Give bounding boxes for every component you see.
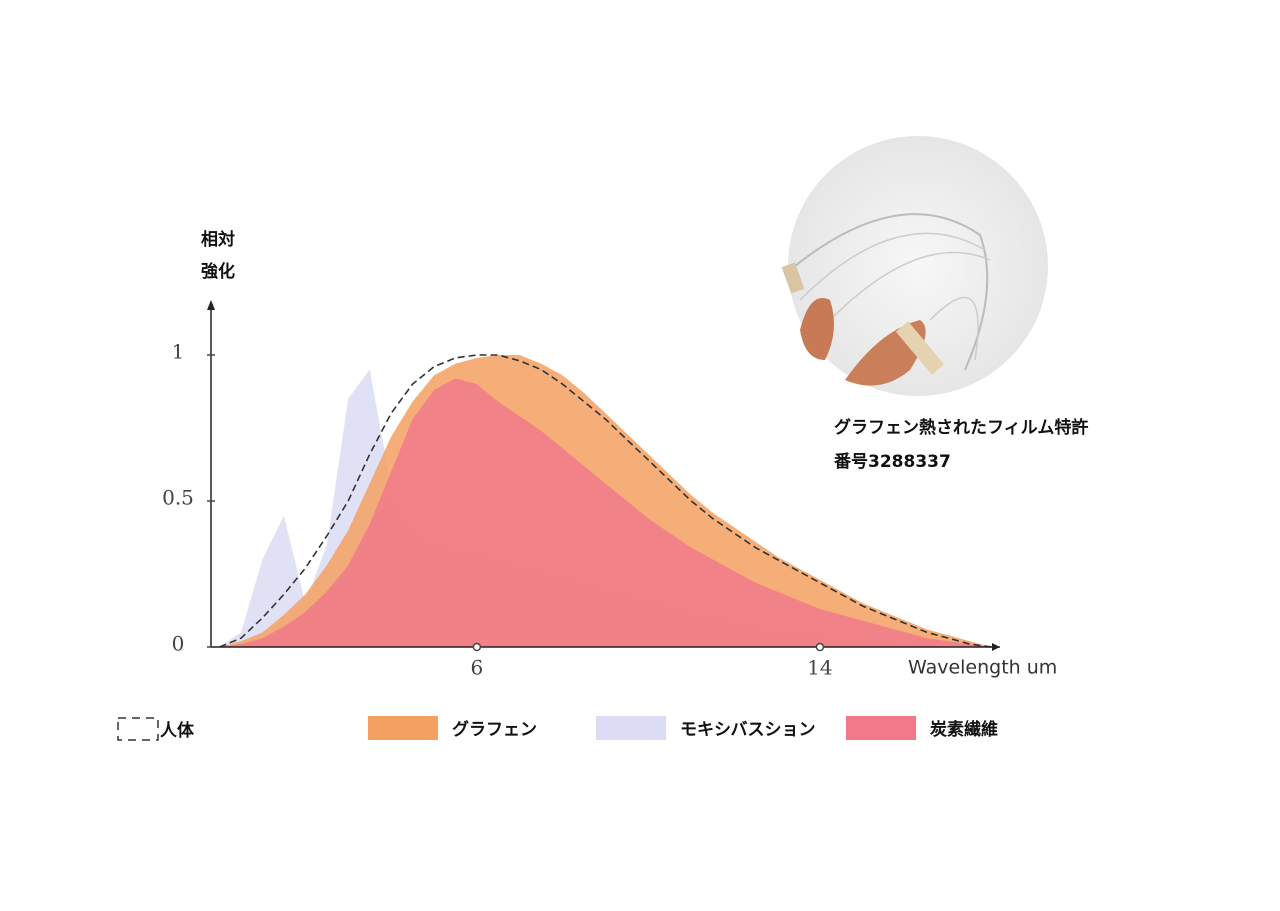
- annotation: グラフェン熱されたフィルム特許: [834, 417, 1088, 438]
- legend-label: 人体: [160, 720, 195, 741]
- legend-label: 炭素繊維: [930, 719, 998, 740]
- legend-label: グラフェン: [452, 719, 537, 740]
- legend-swatch: [846, 716, 916, 740]
- y-tick-label: 1: [172, 340, 185, 364]
- y-tick-label: 0: [172, 632, 185, 656]
- series-area: [219, 378, 992, 647]
- y-tick-label: 0.5: [162, 486, 194, 510]
- x-axis-arrow: [992, 643, 1000, 651]
- photo: [781, 136, 1048, 396]
- x-tick-label: 14: [807, 656, 832, 680]
- y-axis-arrow: [207, 300, 215, 310]
- legend-label: モキシバスション: [680, 720, 816, 740]
- x-tick-label: 6: [470, 656, 483, 680]
- legend-swatch: [368, 716, 438, 740]
- annotation: 番号3288337: [833, 452, 951, 472]
- x-tick: [815, 642, 825, 652]
- series-line: [219, 354, 992, 648]
- plot-area: [219, 354, 992, 648]
- y-axis-label: 強化: [201, 261, 235, 282]
- legend-swatch: [596, 716, 666, 740]
- y-axis-label: 相対: [201, 229, 235, 250]
- x-axis-label: Wavelength um: [908, 657, 1057, 679]
- legend: 人体 グラフェン モキシバスション 炭素繊維: [117, 716, 998, 741]
- x-tick: [472, 642, 482, 652]
- legend-swatch: [117, 717, 159, 741]
